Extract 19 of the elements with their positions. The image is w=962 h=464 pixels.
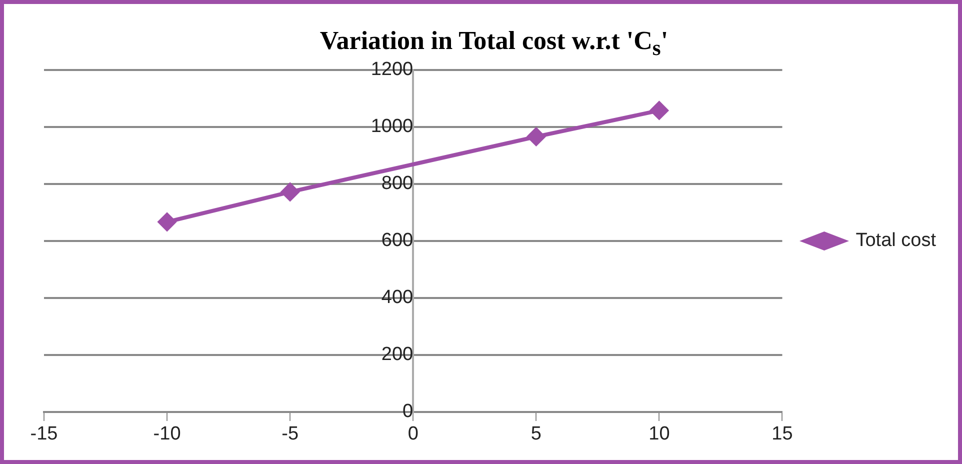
y-tick-label: 0	[402, 401, 414, 422]
y-tick-label: 800	[381, 173, 414, 194]
y-tick-label: 200	[381, 344, 414, 366]
point	[158, 212, 176, 231]
x-tick-label: -5	[282, 424, 299, 445]
y-tick-label: 400	[381, 287, 414, 308]
y-tick-label: 1200	[370, 59, 414, 80]
y-tick-label: 600	[381, 230, 414, 252]
y-tick-label: 1000	[370, 116, 414, 138]
x-tick-label: 15	[772, 424, 793, 445]
point	[650, 101, 668, 120]
point	[527, 128, 546, 146]
x-tick-label: -15	[30, 424, 58, 445]
x-tick-label: 5	[530, 424, 542, 445]
chart-title: Variation in Total cost w.r.t 'C$_{s}$'	[318, 26, 670, 62]
legend-label: Total cost	[856, 230, 937, 252]
x-tick-label: -10	[153, 424, 181, 445]
point	[281, 182, 300, 201]
x-tick-label: 10	[648, 424, 670, 445]
